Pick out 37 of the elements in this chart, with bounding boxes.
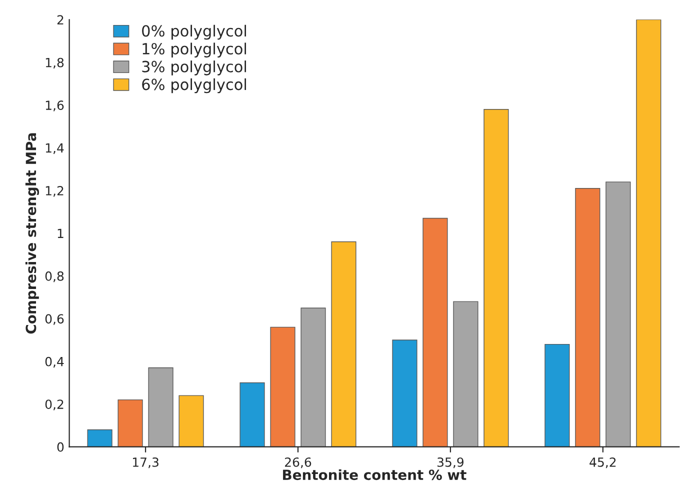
x-axis-title: Bentonite content % wt (283, 469, 466, 480)
legend-label: 1% polyglycol (142, 42, 246, 58)
bar (636, 20, 662, 447)
bar (270, 326, 296, 447)
bar (392, 340, 418, 447)
bar (575, 188, 600, 447)
bar (606, 182, 631, 447)
y-tick-label: 1,8 (46, 58, 64, 69)
bar (453, 301, 478, 447)
y-tick-label: 1,2 (46, 186, 64, 197)
bar (331, 241, 356, 447)
y-tick-label: 2 (57, 15, 64, 24)
y-tick-label: 0,4 (45, 356, 64, 368)
bar (118, 399, 143, 447)
bar (148, 367, 174, 447)
y-axis-title: Compresive strenght MPa (25, 133, 40, 334)
y-tick-label: 1 (58, 228, 64, 238)
bar (300, 308, 326, 447)
y-tick-label: 0,6 (45, 314, 64, 325)
x-tick-label: 35,9 (437, 457, 464, 468)
y-tick-label: 0,2 (45, 400, 64, 410)
legend-label: 3% polyglycol (142, 60, 246, 76)
x-tick-label: 45,2 (590, 457, 616, 468)
legend-label: 6% polyglycol (142, 78, 246, 94)
legend-label: 0% polyglycol (142, 24, 246, 40)
x-tick-label: 26,6 (284, 457, 312, 468)
y-tick-label: 1,6 (46, 100, 64, 112)
bar (87, 429, 112, 447)
bar (484, 108, 509, 447)
bar (240, 382, 265, 447)
bar (422, 218, 448, 447)
bar (178, 395, 204, 447)
y-tick-label: 1,4 (46, 143, 64, 154)
y-tick-label: 0,8 (45, 271, 64, 282)
bar (544, 344, 570, 447)
y-tick-label: 0 (57, 442, 64, 452)
x-tick-label: 17,3 (132, 457, 158, 468)
